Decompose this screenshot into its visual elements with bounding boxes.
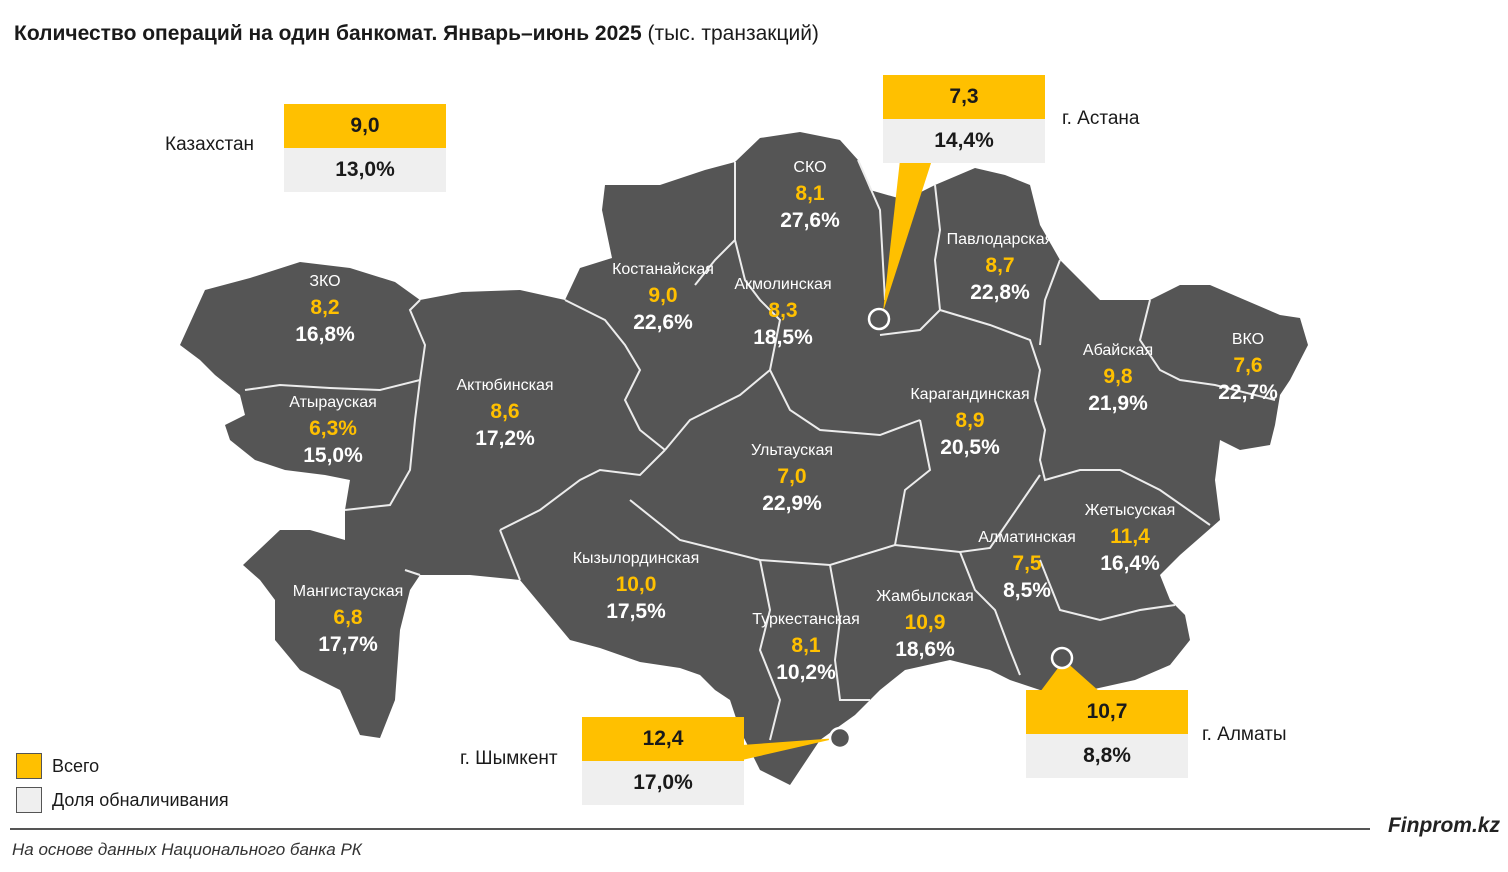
chart-title: Количество операций на один банкомат. Ян… bbox=[14, 22, 819, 46]
chart-title-units: (тыс. транзакций) bbox=[647, 22, 819, 45]
region-name: ВКО bbox=[1232, 331, 1264, 348]
region-share: 15,0% bbox=[303, 444, 363, 467]
region-share: 16,4% bbox=[1100, 552, 1160, 575]
shymkent-callout: 12,4 17,0% bbox=[582, 717, 744, 805]
source-note: На основе данных Национального банка РК bbox=[12, 840, 362, 859]
shymkent-marker bbox=[828, 726, 852, 750]
almaty-label: г. Алматы bbox=[1202, 724, 1287, 745]
shymkent-pointer bbox=[742, 738, 838, 760]
astana-callout: 7,3 14,4% bbox=[883, 75, 1045, 163]
region-borders bbox=[244, 159, 1276, 741]
region-name: Алматинская bbox=[978, 529, 1076, 546]
region-name: Жамбылская bbox=[876, 588, 974, 605]
legend-share-label: Доля обналичивания bbox=[52, 789, 229, 810]
kazakhstan-total: 9,0 bbox=[284, 104, 446, 148]
kazakhstan-share: 13,0% bbox=[284, 148, 446, 192]
region-labels: ЗКО 8,2 16,8% Атырауская 6,3% 15,0% Мангистаус… bbox=[289, 159, 1278, 684]
legend-share: Доля обналичивания bbox=[16, 787, 229, 813]
kazakhstan-callout: 9,0 13,0% bbox=[284, 104, 446, 192]
almaty-callout: 10,7 8,8% bbox=[1026, 690, 1188, 778]
brand-logo-text: Finprom.kz bbox=[1387, 814, 1500, 837]
region-name: Мангистауская bbox=[293, 583, 404, 600]
region-share: 17,2% bbox=[475, 427, 535, 450]
astana-pointer bbox=[883, 160, 932, 312]
region-name: Павлодарская bbox=[947, 231, 1054, 248]
region-name: Костанайская bbox=[612, 261, 714, 278]
chart-title-main: Количество операций на один банкомат. Ян… bbox=[14, 22, 642, 45]
shymkent-total: 12,4 bbox=[582, 717, 744, 761]
region-name: Абайская bbox=[1083, 342, 1153, 359]
almaty-pointer bbox=[1040, 660, 1100, 692]
region-name: ЗКО bbox=[309, 273, 340, 290]
region-total: 10,0 bbox=[616, 573, 657, 596]
region-total: 8,9 bbox=[955, 409, 984, 432]
region-share: 16,8% bbox=[295, 323, 355, 346]
region-total: 9,0 bbox=[648, 284, 677, 307]
region-name: Актюбинская bbox=[456, 377, 553, 394]
region-name: Акмолинская bbox=[734, 276, 831, 293]
region-total: 10,9 bbox=[905, 611, 946, 634]
shymkent-label: г. Шымкент bbox=[460, 748, 558, 769]
region-total: 7,6 bbox=[1233, 354, 1262, 377]
region-name: Жетысуская bbox=[1085, 502, 1176, 519]
region-total: 7,0 bbox=[777, 465, 806, 488]
region-share: 17,7% bbox=[318, 633, 378, 656]
region-total: 8,1 bbox=[791, 634, 821, 657]
region-share: 20,5% bbox=[940, 436, 1000, 459]
almaty-share: 8,8% bbox=[1026, 734, 1188, 778]
region-total: 6,8 bbox=[333, 606, 363, 629]
region-share: 22,7% bbox=[1218, 381, 1278, 404]
region-name: СКО bbox=[793, 159, 826, 176]
region-share: 27,6% bbox=[780, 209, 840, 232]
country-outline bbox=[180, 132, 1308, 785]
region-name: Ультауская bbox=[751, 442, 833, 459]
astana-label: г. Астана bbox=[1062, 108, 1140, 129]
region-total: 11,4 bbox=[1110, 525, 1150, 548]
region-share: 17,5% bbox=[606, 600, 666, 623]
region-total: 8,1 bbox=[795, 182, 825, 205]
region-total: 8,2 bbox=[310, 296, 339, 319]
region-total: 7,5 bbox=[1012, 552, 1042, 575]
footer-rule bbox=[10, 828, 1370, 830]
region-share: 22,8% bbox=[970, 281, 1030, 304]
legend-share-swatch bbox=[16, 787, 42, 813]
legend-total: Всего bbox=[16, 753, 99, 779]
region-name: Кызылординская bbox=[573, 550, 700, 567]
legend-total-swatch bbox=[16, 753, 42, 779]
shymkent-share: 17,0% bbox=[582, 761, 744, 805]
region-name: Туркестанская bbox=[752, 611, 859, 628]
legend-total-label: Всего bbox=[52, 755, 100, 776]
region-share: 18,5% bbox=[753, 326, 813, 349]
region-total: 8,7 bbox=[985, 254, 1014, 277]
region-share: 21,9% bbox=[1088, 392, 1148, 415]
region-share: 18,6% bbox=[895, 638, 955, 661]
region-share: 10,2% bbox=[776, 661, 836, 684]
region-name: Атырауская bbox=[289, 394, 377, 411]
kazakhstan-label: Казахстан bbox=[165, 134, 255, 155]
region-share: 22,9% bbox=[762, 492, 822, 515]
astana-marker bbox=[867, 307, 891, 331]
region-total: 8,3 bbox=[768, 299, 797, 322]
almaty-total: 10,7 bbox=[1026, 690, 1188, 734]
astana-total: 7,3 bbox=[883, 75, 1045, 119]
region-total: 8,6 bbox=[490, 400, 519, 423]
astana-share: 14,4% bbox=[883, 119, 1045, 163]
region-share: 22,6% bbox=[633, 311, 693, 334]
region-share: 8,5% bbox=[1003, 579, 1051, 602]
almaty-marker bbox=[1050, 646, 1074, 670]
region-name: Карагандинская bbox=[910, 386, 1029, 403]
region-total: 6,3% bbox=[309, 417, 357, 440]
region-total: 9,8 bbox=[1103, 365, 1133, 388]
